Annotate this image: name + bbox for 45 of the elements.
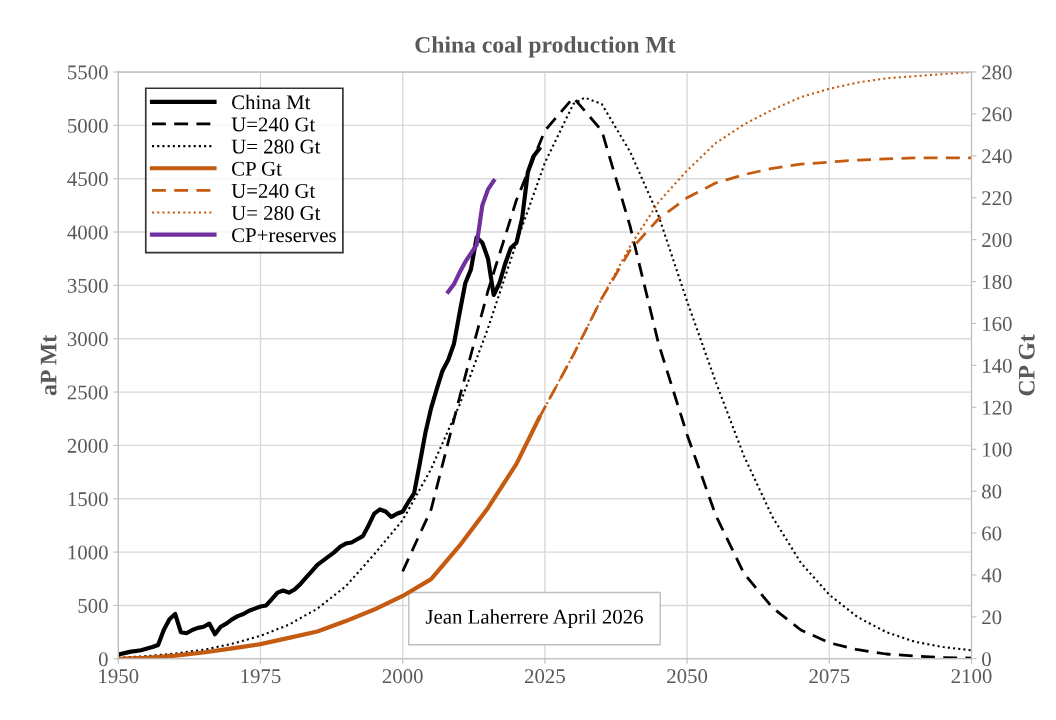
y2-tick-label: 280 [982,65,1012,80]
y-tick-label: 4500 [67,172,108,187]
y2-tick-label: 0 [982,652,991,667]
y2-tick-label: 40 [981,568,1002,583]
annotation: Jean Laherrere April 2026 [425,609,643,629]
y-tick-label: 2000 [67,438,108,453]
legend-label: U= 280 Gt [231,205,321,221]
x-tick-label: 2100 [951,669,992,684]
y-tick-label: 4000 [67,225,108,240]
y-tick-label: 1500 [68,492,108,507]
legend-label: U= 280 Gt [231,139,321,154]
y2-tick-label: 20 [982,610,1002,625]
y2-tick-label: 180 [983,274,1012,289]
y-tick-label: 3500 [67,278,108,293]
legend-label: U=240 Gt [231,117,316,132]
y2-tick-label: 140 [983,358,1012,373]
x-tick-label: 2025 [524,669,565,684]
legend-label: CP Gt [232,161,282,176]
y-tick-label: 3000 [67,332,108,347]
legend-label: CP+reserves [232,228,336,243]
y-tick-label: 2500 [67,385,108,400]
x-tick-label: 1975 [241,669,281,684]
legend-label: U=240 Gt [231,183,316,198]
y2-tick-label: 160 [983,316,1012,331]
y-tick-label: 0 [98,652,108,667]
y2-tick-label: 220 [982,191,1012,206]
chart-title: China coal production Mt [415,36,676,58]
y2-tick-label: 120 [983,400,1012,415]
y-tick-label: 5000 [68,118,108,133]
y2-tick-label: 200 [982,233,1012,248]
y-tick-label: 500 [78,598,108,613]
y-axis-title: aP Mt [40,335,57,396]
y2-axis-title: CP Gt [1018,334,1035,396]
x-tick-label: 2050 [667,669,708,684]
y2-tick-label: 260 [982,107,1012,122]
y-tick-label: 1000 [68,545,108,560]
x-tick-label: 2000 [382,669,423,684]
x-tick-label: 1950 [99,669,139,684]
x-tick-label: 2075 [809,669,850,684]
y2-tick-label: 100 [983,442,1012,457]
y-tick-label: 5500 [68,65,108,80]
y2-tick-label: 80 [982,484,1002,499]
legend-label: China Mt [232,94,311,110]
y2-tick-label: 240 [982,149,1012,164]
y2-tick-label: 60 [982,526,1002,541]
